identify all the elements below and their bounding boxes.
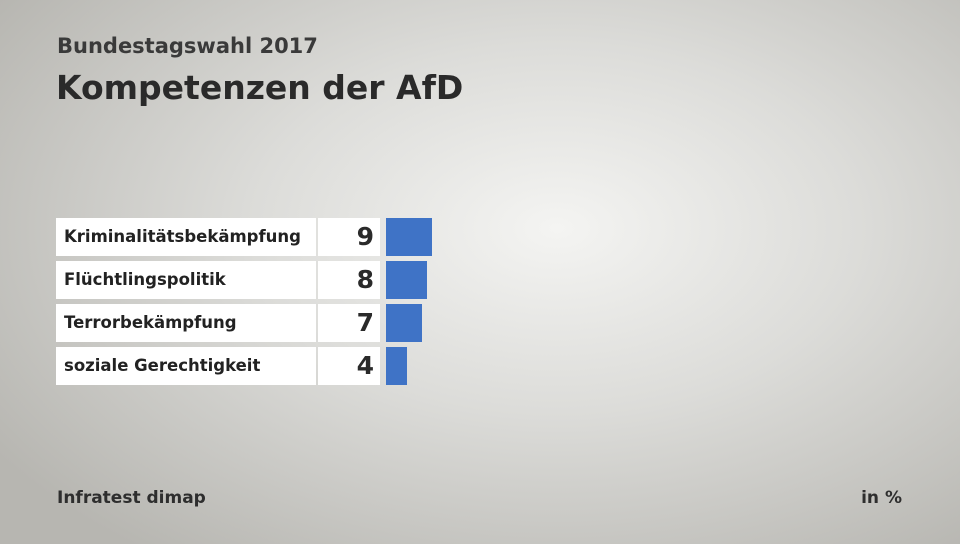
bar	[386, 261, 428, 299]
bar	[386, 347, 407, 385]
chart-row: Flüchtlingspolitik 8	[56, 261, 476, 299]
bar	[386, 304, 423, 342]
chart-row: Kriminalitätsbekämpfung 9	[56, 218, 476, 256]
category-label: Terrorbekämpfung	[56, 304, 316, 342]
data-label: 7	[318, 304, 380, 342]
source-label: Infratest dimap	[57, 488, 206, 508]
unit-label: in %	[861, 488, 902, 508]
chart-row: soziale Gerechtigkeit 4	[56, 347, 476, 385]
chart-row: Terrorbekämpfung 7	[56, 304, 476, 342]
chart-title: Kompetenzen der AfD	[56, 68, 464, 107]
bar-chart: Kriminalitätsbekämpfung 9 Flüchtlingspolit…	[56, 218, 476, 390]
category-label: Flüchtlingspolitik	[56, 261, 316, 299]
category-label: Kriminalitätsbekämpfung	[56, 218, 316, 256]
data-label: 8	[318, 261, 380, 299]
bar	[386, 218, 433, 256]
category-label: soziale Gerechtigkeit	[56, 347, 316, 385]
data-label: 4	[318, 347, 380, 385]
chart-subtitle: Bundestagswahl 2017	[57, 34, 318, 58]
data-label: 9	[318, 218, 380, 256]
